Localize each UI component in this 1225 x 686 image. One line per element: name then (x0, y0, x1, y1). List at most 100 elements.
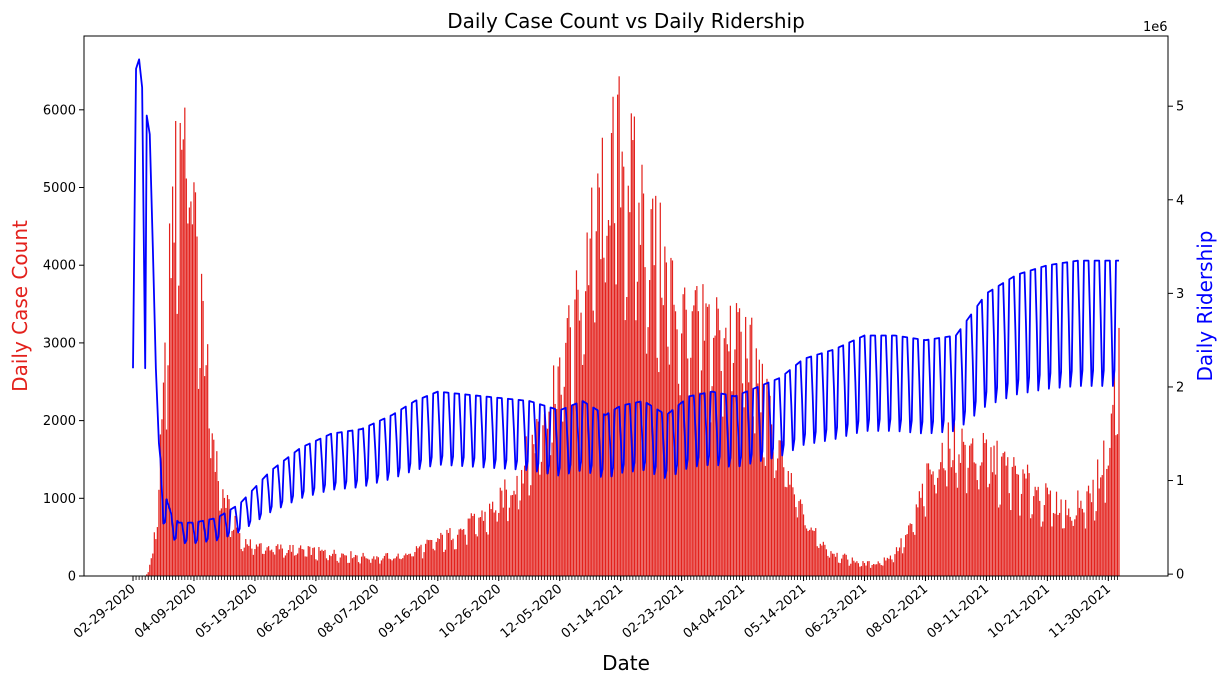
case-bar (773, 478, 776, 576)
case-bar (998, 507, 1000, 576)
case-bar (508, 507, 511, 576)
case-bar (754, 433, 756, 576)
case-bar (190, 201, 192, 576)
case-bar (969, 445, 971, 576)
case-bar (1031, 514, 1033, 576)
case-bar (562, 421, 564, 576)
case-bar (179, 122, 181, 576)
case-bar (556, 409, 558, 576)
case-bar (946, 486, 948, 576)
case-bar (1010, 510, 1012, 576)
case-bar (539, 474, 541, 576)
case-bar (1043, 505, 1045, 576)
case-bar (568, 305, 570, 576)
case-bar (187, 223, 189, 576)
right-tick-label: 0 (1176, 568, 1184, 583)
case-bar (693, 305, 695, 576)
case-bar (327, 560, 329, 576)
case-bar (1074, 519, 1076, 576)
case-bar (999, 504, 1001, 576)
case-bar (996, 440, 998, 576)
case-bar (487, 534, 489, 576)
case-bar (767, 391, 770, 576)
case-bar (949, 448, 951, 576)
case-bar (682, 294, 684, 576)
case-bar (857, 563, 860, 576)
case-bar (837, 562, 840, 576)
case-bar (889, 555, 892, 576)
case-bar (615, 284, 617, 576)
case-bar (200, 273, 203, 576)
case-bar (964, 444, 966, 576)
case-bar (600, 259, 602, 576)
case-bar (283, 557, 285, 576)
case-bar (952, 460, 954, 576)
case-bar (545, 428, 547, 576)
case-bar (441, 534, 443, 576)
case-bar (1046, 487, 1048, 576)
case-bar (900, 538, 902, 576)
case-bar (937, 477, 939, 576)
case-bar (903, 547, 905, 576)
case-bar (470, 513, 472, 576)
case-bar (941, 442, 943, 576)
case-bar (1100, 477, 1102, 576)
case-bar (1019, 515, 1021, 576)
case-bar (810, 527, 812, 576)
case-bar (860, 566, 863, 576)
case-bar (1103, 440, 1105, 576)
case-bar (400, 559, 402, 576)
case-bar (1049, 490, 1052, 576)
case-bar (492, 501, 494, 576)
case-bar (624, 320, 626, 576)
case-bar (918, 491, 920, 576)
case-bar (1062, 528, 1064, 576)
case-bar (231, 531, 233, 576)
case-bar (406, 555, 408, 576)
case-bar (435, 541, 437, 576)
case-bar (563, 386, 565, 576)
case-bar (1054, 513, 1056, 576)
case-bar (1109, 447, 1111, 576)
case-bar (1036, 490, 1038, 576)
case-bar (534, 453, 536, 576)
case-bar (961, 428, 963, 576)
case-bar (831, 553, 834, 576)
case-bar (777, 458, 779, 576)
case-bar (428, 540, 430, 576)
case-bar (978, 489, 980, 576)
case-bar (280, 544, 282, 576)
case-bar (571, 410, 573, 576)
case-bar (793, 494, 796, 576)
case-bar (752, 416, 754, 576)
case-bar (315, 559, 317, 576)
left-axis-ticks: 0 1000 2000 3000 4000 5000 6000 (43, 103, 84, 585)
case-bar (813, 530, 815, 576)
case-bar (432, 548, 434, 576)
case-bar (763, 457, 765, 576)
case-bar (249, 539, 251, 576)
case-bar (839, 563, 841, 576)
case-bar (159, 434, 162, 576)
case-bar (655, 195, 657, 576)
case-bar (601, 137, 603, 576)
case-bar (734, 349, 736, 576)
case-bar (801, 503, 803, 576)
case-bar (351, 558, 354, 576)
case-bar (760, 412, 762, 576)
case-bar (409, 553, 411, 576)
case-bar (892, 562, 895, 576)
case-bar (460, 528, 462, 576)
case-bar (193, 182, 195, 576)
case-bar (956, 487, 959, 576)
case-bar (444, 549, 447, 576)
case-bar (932, 471, 934, 576)
case-bar (659, 202, 661, 576)
case-bar (973, 462, 975, 576)
case-bar (531, 434, 533, 576)
case-bar (1063, 528, 1065, 576)
case-bar (213, 439, 215, 576)
case-bar (876, 564, 878, 576)
case-bar (522, 483, 524, 576)
case-bar (514, 494, 517, 576)
